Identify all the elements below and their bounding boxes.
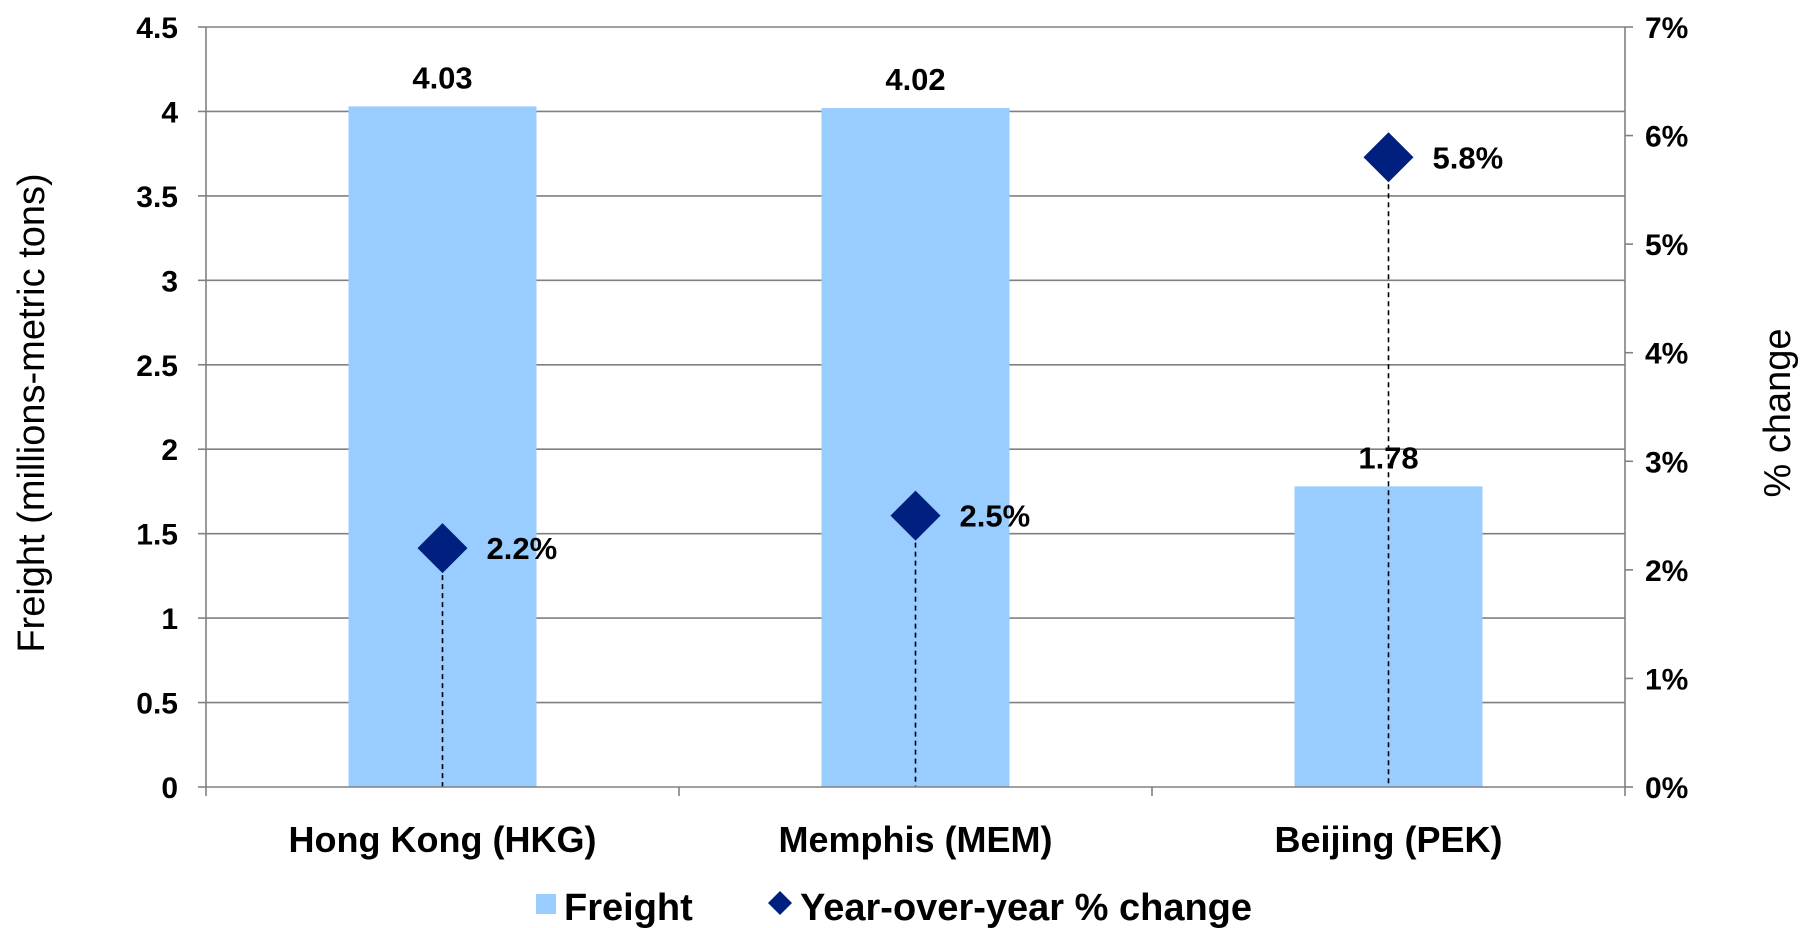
legend-freight-swatch xyxy=(536,894,556,914)
y-tick-label: 3 xyxy=(161,265,178,298)
change-marker xyxy=(1363,132,1414,183)
y2-tick-label: 4% xyxy=(1645,338,1688,371)
y-tick-label: 0.5 xyxy=(136,688,178,721)
x-category-label: Hong Kong (HKG) xyxy=(289,819,597,860)
freight-bar xyxy=(348,106,537,787)
x-category-label: Memphis (MEM) xyxy=(779,819,1053,860)
change-value-label: 2.2% xyxy=(487,531,558,566)
change-marker xyxy=(890,490,941,541)
y-tick-label: 1.5 xyxy=(136,519,178,552)
change-markers xyxy=(417,132,1414,574)
data-labels: 4.03 2.2% 4.02 2.5% 1.78 5.8% xyxy=(412,60,1503,566)
y2-axis-title: % change xyxy=(1757,328,1799,497)
y-axis-title: Freight (millions-metric tons) xyxy=(11,173,53,652)
freight-value-label: 4.03 xyxy=(412,60,472,95)
freight-bar xyxy=(821,108,1010,788)
y-tick-label: 1 xyxy=(161,603,178,636)
freight-value-label: 1.78 xyxy=(1358,440,1418,475)
legend: Freight Year-over-year % change xyxy=(536,887,1252,928)
change-value-label: 5.8% xyxy=(1433,140,1504,175)
y-tick-label: 4.5 xyxy=(136,12,178,45)
y-tick-label: 0 xyxy=(161,772,178,805)
y-tick-label: 4 xyxy=(161,96,178,129)
y2-tick-label: 0% xyxy=(1645,772,1688,805)
legend-freight-label: Freight xyxy=(564,887,693,928)
y2-tick-label: 5% xyxy=(1645,229,1688,262)
y2-tick-label: 2% xyxy=(1645,555,1688,588)
y2-tick-label: 6% xyxy=(1645,121,1688,154)
x-category-label: Beijing (PEK) xyxy=(1274,819,1502,860)
freight-value-label: 4.02 xyxy=(885,62,945,97)
y2-tick-label: 3% xyxy=(1645,446,1688,479)
y2-tick-label: 1% xyxy=(1645,663,1688,696)
y-tick-label: 2 xyxy=(161,434,178,467)
change-marker xyxy=(417,523,468,574)
y-tick-label: 2.5 xyxy=(136,350,178,383)
legend-change-marker xyxy=(768,891,792,915)
y-tick-label: 3.5 xyxy=(136,181,178,214)
y2-tick-label: 7% xyxy=(1645,12,1688,45)
legend-change-label: Year-over-year % change xyxy=(800,887,1252,928)
freight-bars xyxy=(348,106,1483,788)
axes: 0 0.5 1 1.5 2 2.5 3 3.5 4 4.5 0% 1% 2% 3% 4% 5% 6% 7% Hong… xyxy=(136,12,1688,860)
change-value-label: 2.5% xyxy=(960,499,1031,534)
drop-lines xyxy=(441,157,1390,787)
